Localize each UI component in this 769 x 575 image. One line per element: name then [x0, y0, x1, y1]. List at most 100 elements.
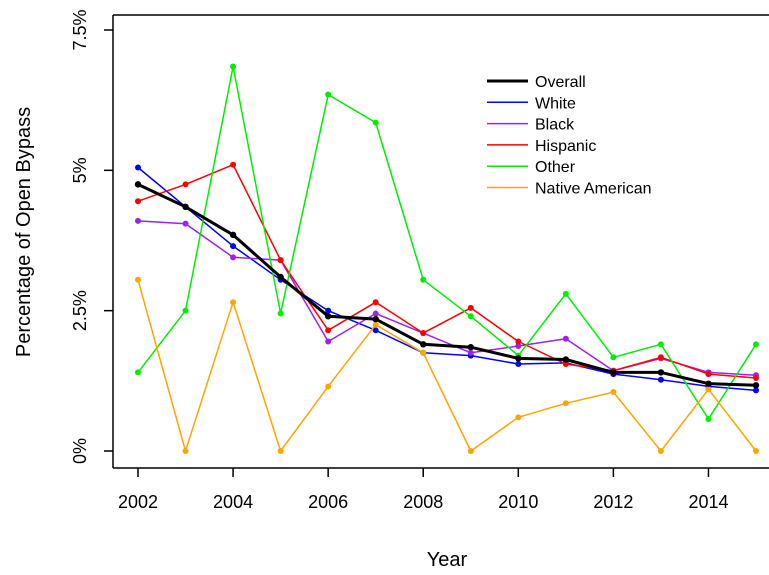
x-tick-label: 2008 [403, 492, 443, 512]
y-tick-label: 7.5% [70, 9, 90, 50]
data-point-white [135, 164, 141, 171]
data-point-overall [420, 341, 427, 348]
data-point-hispanic [753, 375, 759, 382]
data-point-native-american [182, 448, 189, 454]
data-point-hispanic [325, 327, 332, 334]
series-lines [134, 63, 760, 454]
series-line-overall [137, 183, 757, 387]
data-point-black [325, 338, 332, 345]
data-point-native-american [515, 414, 522, 421]
data-point-overall [324, 313, 332, 320]
data-point-black [562, 335, 569, 342]
data-point-native-american [325, 383, 332, 390]
series-line-hispanic [137, 163, 757, 379]
data-point-black [135, 217, 141, 224]
data-point-hispanic [182, 181, 189, 188]
data-point-overall [610, 369, 617, 376]
series-line-white [137, 166, 757, 392]
legend-label-black: Black [535, 117, 575, 134]
data-point-white [325, 307, 332, 314]
legend: Overall White Black Hispanic Other Native Ame… [487, 74, 652, 198]
data-point-hispanic [230, 161, 237, 168]
data-point-native-american [467, 448, 474, 454]
data-point-overall [182, 203, 189, 211]
data-point-hispanic [372, 299, 379, 306]
data-point-white [230, 243, 237, 250]
data-point-black [182, 220, 189, 227]
data-point-other [562, 290, 569, 297]
data-point-other [753, 341, 759, 348]
data-point-other [230, 63, 237, 70]
x-tick-label: 2004 [213, 492, 253, 512]
data-point-hispanic [467, 304, 474, 311]
x-tick-label: 2014 [688, 492, 728, 512]
data-point-overall [277, 273, 284, 281]
data-point-hispanic [277, 257, 284, 264]
series-native-american [135, 276, 759, 454]
data-point-overall [372, 315, 379, 323]
y-tick-label: 5% [70, 157, 90, 183]
series-line-native-american [137, 279, 757, 452]
data-point-native-american [562, 400, 569, 407]
data-point-native-american [420, 349, 427, 356]
data-point-hispanic [657, 354, 664, 361]
data-point-other [467, 313, 474, 320]
plot-frame [112, 14, 769, 469]
data-point-overall [705, 380, 712, 387]
data-point-native-american [135, 276, 141, 283]
legend-label-hispanic: Hispanic [535, 138, 596, 155]
data-point-other [420, 276, 427, 283]
data-point-hispanic [515, 338, 522, 345]
data-point-black [372, 310, 379, 317]
data-point-overall [515, 355, 522, 362]
data-point-native-american [277, 448, 284, 454]
x-tick-label: 2010 [498, 492, 538, 512]
x-axis: 2002 2004 2006 2008 2010 2012 2014 [118, 468, 728, 512]
data-point-other [705, 416, 712, 423]
y-tick-label: 2.5% [70, 290, 90, 331]
legend-label-white: White [535, 95, 576, 112]
y-tick-label: 0% [70, 438, 90, 464]
data-point-white [753, 387, 759, 394]
data-point-native-american [753, 448, 759, 454]
legend-label-other: Other [535, 159, 576, 176]
y-axis-title: Percentage of Open Bypass [13, 107, 35, 357]
series-line-other [137, 65, 757, 420]
data-point-overall [752, 382, 760, 389]
data-point-other [135, 369, 141, 376]
data-point-hispanic [420, 330, 427, 337]
data-point-hispanic [562, 360, 569, 367]
legend-label-overall: Overall [535, 74, 586, 91]
data-point-native-american [230, 299, 237, 306]
data-point-other [182, 307, 189, 314]
data-point-native-american [610, 389, 617, 396]
data-point-overall [467, 343, 474, 351]
x-tick-label: 2006 [308, 492, 348, 512]
data-point-overall [562, 356, 570, 363]
data-point-overall [134, 181, 142, 188]
y-axis: 0% 2.5% 5% 7.5% [70, 9, 113, 464]
legend-label-native-american: Native American [535, 181, 652, 198]
data-point-other [325, 91, 332, 98]
data-point-other [657, 341, 664, 348]
series-line-black [137, 220, 757, 376]
data-point-native-american [705, 386, 712, 393]
x-tick-label: 2002 [118, 492, 158, 512]
data-point-white [657, 376, 664, 383]
data-point-overall [657, 369, 665, 376]
data-point-black [515, 343, 522, 350]
x-tick-label: 2012 [593, 492, 633, 512]
data-point-hispanic [135, 198, 141, 205]
data-point-black [230, 254, 237, 261]
data-point-white [515, 360, 522, 367]
series-hispanic [135, 161, 759, 382]
data-point-other [610, 354, 617, 361]
data-point-overall [229, 231, 237, 239]
data-point-white [372, 327, 379, 334]
series-other [135, 63, 759, 423]
data-point-native-american [657, 448, 664, 454]
series-overall [134, 181, 760, 389]
data-point-black [467, 349, 474, 356]
data-point-other [277, 310, 284, 317]
